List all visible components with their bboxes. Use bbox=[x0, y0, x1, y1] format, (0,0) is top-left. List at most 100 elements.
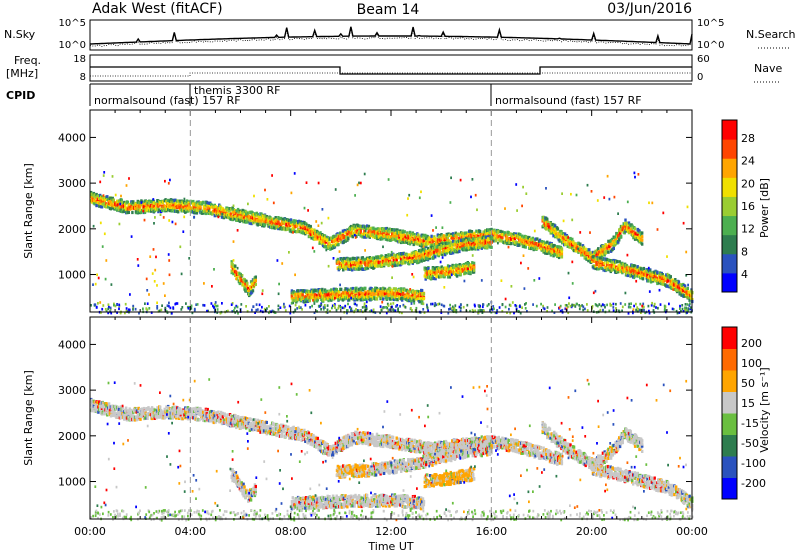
data-cell bbox=[318, 237, 321, 241]
data-cell bbox=[215, 212, 218, 216]
data-cell bbox=[326, 236, 329, 240]
data-cell bbox=[603, 261, 606, 265]
data-cell bbox=[100, 205, 104, 209]
data-cell bbox=[300, 231, 303, 235]
data-cell bbox=[195, 200, 199, 204]
data-cell bbox=[232, 208, 235, 212]
data-cell bbox=[285, 222, 288, 226]
data-cell bbox=[612, 246, 615, 250]
data-cell bbox=[248, 221, 251, 225]
data-cell bbox=[213, 214, 216, 218]
data-cell bbox=[148, 199, 151, 203]
data-cell bbox=[231, 218, 234, 222]
data-cell bbox=[361, 235, 364, 239]
data-cell bbox=[301, 228, 304, 232]
noise-left-label: N.Sky bbox=[4, 28, 36, 41]
data-cell bbox=[172, 205, 175, 209]
data-cell bbox=[633, 227, 637, 231]
data-cell bbox=[179, 205, 182, 209]
data-cell bbox=[110, 204, 113, 208]
freq-left-tick-bottom: 8 bbox=[80, 72, 86, 83]
data-cell bbox=[319, 234, 322, 238]
data-cell bbox=[656, 270, 659, 274]
data-cell bbox=[250, 222, 253, 226]
data-cell bbox=[132, 200, 135, 204]
data-cell bbox=[204, 211, 208, 216]
data-cell bbox=[167, 200, 170, 204]
data-cell bbox=[334, 242, 337, 246]
data-cell bbox=[344, 231, 347, 235]
data-cell bbox=[310, 236, 313, 240]
data-cell bbox=[388, 227, 391, 232]
freq-label-2: [MHz] bbox=[6, 67, 38, 80]
data-cell bbox=[257, 222, 260, 226]
data-cell bbox=[273, 226, 276, 230]
data-cell bbox=[642, 266, 646, 271]
data-cell bbox=[388, 230, 391, 234]
data-cell bbox=[490, 235, 493, 239]
data-cell bbox=[380, 233, 383, 237]
data-cell bbox=[225, 215, 228, 219]
data-cell bbox=[373, 227, 376, 231]
data-cell bbox=[332, 239, 336, 243]
data-cell bbox=[253, 220, 257, 224]
data-cell bbox=[687, 290, 690, 294]
data-cell bbox=[109, 207, 113, 211]
data-cell bbox=[254, 282, 257, 286]
nave-series bbox=[90, 72, 692, 77]
data-cell bbox=[148, 201, 151, 205]
data-cell bbox=[159, 201, 162, 205]
data-cell bbox=[342, 240, 345, 244]
data-cell bbox=[195, 211, 199, 215]
data-cell bbox=[185, 199, 189, 203]
data-cell bbox=[323, 243, 327, 247]
data-cell bbox=[331, 246, 334, 250]
data-cell bbox=[178, 208, 182, 212]
data-cell bbox=[184, 205, 187, 209]
data-cell bbox=[328, 245, 331, 249]
data-cell bbox=[100, 195, 104, 199]
data-cell bbox=[330, 236, 333, 240]
data-cell bbox=[164, 198, 167, 202]
freq-right-tick-top: 60 bbox=[697, 54, 710, 65]
data-cell bbox=[185, 201, 188, 205]
data-cell bbox=[364, 286, 367, 290]
data-cell bbox=[116, 206, 119, 210]
data-cell bbox=[396, 233, 399, 237]
data-cell bbox=[95, 204, 98, 208]
data-cell bbox=[285, 225, 288, 229]
data-cell bbox=[170, 209, 173, 213]
data-cell bbox=[579, 242, 582, 246]
data-cell bbox=[430, 234, 433, 238]
data-cell bbox=[286, 226, 289, 230]
data-cell bbox=[103, 201, 106, 206]
data-cell bbox=[95, 192, 98, 197]
data-cell bbox=[308, 299, 311, 303]
data-cell bbox=[641, 277, 645, 281]
data-cell bbox=[203, 209, 207, 214]
data-cell bbox=[361, 232, 364, 236]
data-cell bbox=[268, 223, 271, 227]
data-cell bbox=[258, 216, 261, 220]
data-cell bbox=[121, 205, 124, 209]
data-cell bbox=[471, 237, 474, 241]
data-cell bbox=[357, 226, 360, 230]
data-cell bbox=[546, 217, 549, 221]
data-cell bbox=[229, 212, 233, 216]
data-cell bbox=[188, 204, 191, 208]
data-cell bbox=[90, 200, 94, 204]
noise-right-tick-bottom: 10^0 bbox=[697, 40, 724, 51]
data-cell bbox=[270, 221, 273, 225]
data-cell bbox=[254, 275, 257, 279]
data-cell bbox=[233, 217, 236, 221]
data-cell bbox=[150, 209, 153, 213]
data-cell bbox=[94, 199, 97, 203]
data-cell bbox=[236, 213, 240, 217]
data-cell bbox=[280, 219, 284, 223]
data-cell bbox=[560, 252, 564, 256]
data-cell bbox=[179, 203, 182, 207]
data-cell bbox=[223, 214, 226, 218]
data-cell bbox=[260, 221, 263, 225]
data-cell bbox=[142, 207, 146, 211]
